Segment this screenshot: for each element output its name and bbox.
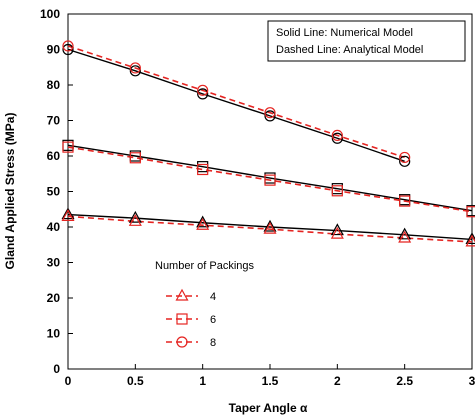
- analytical-point: [264, 107, 276, 119]
- analytical-point: [399, 195, 411, 207]
- legend-label: 6: [210, 314, 216, 326]
- numerical-point: [331, 132, 343, 144]
- y-tick-label: 90: [47, 43, 61, 57]
- analytical-line: [67, 146, 473, 213]
- y-tick-label: 40: [47, 220, 61, 234]
- analytical-point: [330, 226, 344, 239]
- y-tick-label: 100: [40, 7, 60, 21]
- y-tick-label: 20: [47, 291, 61, 305]
- x-axis-label: Taper Angle α: [229, 401, 308, 415]
- analytical-point: [197, 84, 209, 96]
- numerical-point: [129, 65, 141, 77]
- analytical-point: [62, 141, 74, 153]
- legend-label: 4: [210, 291, 216, 303]
- analytical-point: [399, 151, 411, 164]
- numerical-point: [61, 207, 75, 220]
- series-8-packings: [62, 40, 411, 167]
- series-6-packings: [62, 139, 475, 218]
- analytical-point: [331, 185, 343, 197]
- model-annotation: Solid Line: Numerical Model Dashed Line:…: [267, 20, 466, 62]
- series-4-packings: [61, 207, 475, 247]
- x-tick-label: 0: [65, 374, 72, 388]
- numerical-point: [399, 155, 411, 167]
- legend-title: Number of Packings: [155, 260, 255, 272]
- y-tick-label: 50: [47, 185, 61, 199]
- numerical-point: [264, 110, 276, 122]
- numerical-point: [330, 223, 344, 236]
- y-tick-label: 70: [47, 114, 61, 128]
- x-tick-label: 1.5: [262, 374, 279, 388]
- numerical-line: [67, 213, 473, 241]
- legend-label: 8: [210, 337, 216, 349]
- numerical-point: [197, 88, 209, 100]
- plot-frame: [67, 13, 473, 370]
- y-tick-label: 80: [47, 78, 61, 92]
- analytical-point: [128, 214, 142, 226]
- analytical-point: [196, 217, 210, 230]
- analytical-point: [331, 129, 343, 142]
- analytical-line: [67, 45, 405, 159]
- annotation-box: [267, 20, 466, 62]
- analytical-line: [67, 215, 473, 243]
- numerical-point: [128, 210, 142, 223]
- analytical-point: [398, 230, 412, 243]
- numerical-point: [398, 227, 412, 240]
- y-tick-label: 10: [47, 327, 61, 341]
- annotation-line-1: Solid Line: Numerical Model: [276, 27, 413, 39]
- legend-entry-8: 8: [166, 336, 216, 349]
- analytical-point: [129, 152, 141, 164]
- x-tick-label: 3: [469, 374, 475, 388]
- x-tick-label: 0.5: [127, 374, 144, 388]
- legend-entry-6: 6: [166, 313, 216, 326]
- legend-marker: [175, 288, 189, 301]
- legend-marker: [176, 336, 188, 348]
- legend-marker: [176, 313, 188, 325]
- analytical-point: [197, 163, 209, 176]
- analytical-point: [62, 40, 74, 52]
- y-tick-label: 60: [47, 149, 61, 163]
- series-layer: [61, 40, 475, 247]
- annotation-line-2: Dashed Line: Analytical Model: [276, 44, 423, 56]
- numerical-point: [263, 219, 277, 232]
- analytical-point: [129, 62, 141, 74]
- analytical-point: [264, 174, 276, 186]
- legend-entry-4: 4: [166, 288, 216, 303]
- numerical-line: [67, 48, 405, 162]
- y-tick-label: 0: [53, 362, 60, 376]
- analytical-point: [466, 206, 475, 218]
- numerical-point: [62, 43, 74, 56]
- analytical-point: [61, 209, 75, 221]
- x-tick-label: 2: [334, 374, 341, 388]
- x-tick-label: 2.5: [396, 374, 413, 388]
- numerical-line: [67, 144, 473, 212]
- x-axis: 0 0.5 1 1.5 2 2.5 3: [65, 364, 475, 388]
- y-axis-label: Gland Applied Stress (MPa): [3, 113, 17, 270]
- numerical-point: [196, 215, 210, 228]
- y-tick-label: 30: [47, 256, 61, 270]
- analytical-point: [263, 221, 277, 234]
- x-tick-label: 1: [199, 374, 206, 388]
- legend: Number of Packings 4 6 8: [155, 260, 255, 349]
